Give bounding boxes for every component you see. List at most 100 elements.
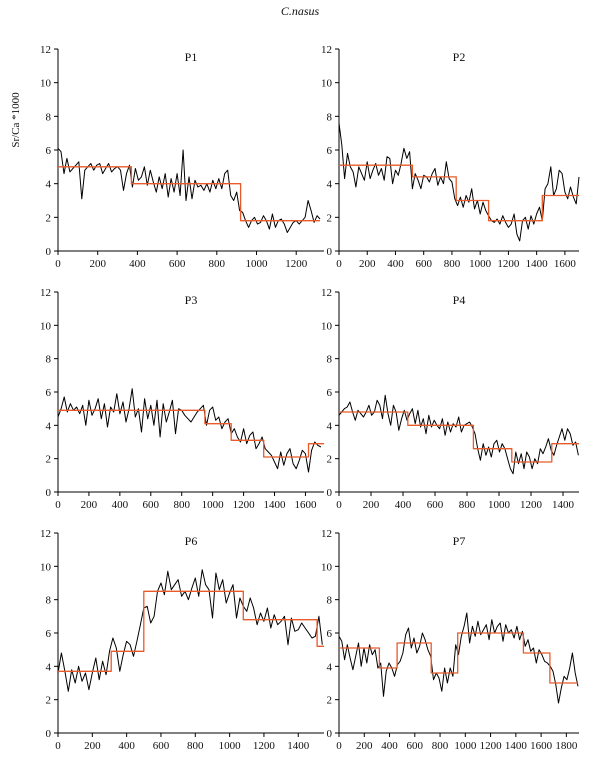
panel-p4-x-tick-label: 1000 bbox=[488, 499, 511, 511]
panel-p7-x-tick-label: 1800 bbox=[555, 740, 578, 752]
panel-p6-y-tick-label: 0 bbox=[46, 728, 52, 740]
panel-p6-y-tick-label: 8 bbox=[46, 595, 52, 607]
panel-p3-x-tick-label: 800 bbox=[173, 499, 190, 511]
panel-p4-y-tick-label: 8 bbox=[327, 354, 333, 366]
panel-p4-segment-mean-line bbox=[339, 411, 579, 463]
panel-p2-x-tick-label: 1600 bbox=[554, 258, 577, 270]
panel-p7-title: P7 bbox=[453, 534, 466, 548]
panel-p6-x-tick-label: 600 bbox=[153, 740, 170, 752]
panel-p1-x-tick-label: 1000 bbox=[246, 258, 269, 270]
panel-p6-measured-line bbox=[57, 569, 323, 692]
panel-p1-x-tick-label: 400 bbox=[129, 258, 146, 270]
panel-p6-y-tick-label: 6 bbox=[46, 628, 52, 640]
panel-p6-x-tick-label: 400 bbox=[118, 740, 135, 752]
panel-p7-x-tick-label: 1200 bbox=[480, 740, 503, 752]
panel-p6-x-tick-label: 0 bbox=[55, 740, 61, 752]
panel-p4-measured-line bbox=[338, 394, 579, 475]
panel-p4-x-tick-label: 600 bbox=[427, 499, 444, 511]
panel-p2-y-tick-label: 10 bbox=[321, 78, 333, 90]
panel-p2-y-tick-label: 12 bbox=[321, 44, 332, 56]
panel-p7-segment-mean-line bbox=[339, 632, 578, 684]
panel-p4-y-tick-label: 12 bbox=[321, 287, 332, 299]
panel-p7-x-tick-label: 800 bbox=[432, 740, 449, 752]
panel-p3-y-tick-label: 10 bbox=[40, 320, 52, 332]
figure-title: C.nasus bbox=[280, 4, 320, 18]
panel-p1-x-tick-label: 600 bbox=[169, 258, 186, 270]
panel-p2-y-tick-label: 4 bbox=[327, 179, 333, 191]
panel-p4-x-tick-label: 1400 bbox=[552, 499, 575, 511]
panel-p7-x-tick-label: 0 bbox=[336, 740, 342, 752]
panel-p2-x-tick-label: 600 bbox=[415, 258, 432, 270]
panel-p3-x-tick-label: 1200 bbox=[233, 499, 256, 511]
panel-p7-x-tick-label: 1600 bbox=[530, 740, 553, 752]
panel-p3-measured-line bbox=[57, 388, 322, 473]
panel-p3-y-tick-label: 6 bbox=[46, 387, 52, 399]
panel-p1-y-tick-label: 4 bbox=[46, 179, 52, 191]
panel-p3-y-tick-label: 2 bbox=[46, 454, 52, 466]
panel-p4-y-tick-label: 6 bbox=[327, 387, 333, 399]
panel-p1-y-tick-label: 2 bbox=[46, 212, 52, 224]
panel-p4-x-tick-label: 0 bbox=[336, 499, 342, 511]
panel-p1-x-tick-label: 800 bbox=[209, 258, 226, 270]
panel-p7-measured-line bbox=[338, 612, 579, 704]
panel-p2-title: P2 bbox=[453, 50, 466, 64]
panel-p3-y-tick-label: 4 bbox=[46, 420, 52, 432]
panel-p7-x-tick-label: 200 bbox=[356, 740, 373, 752]
panel-p6-x-tick-label: 1000 bbox=[219, 740, 242, 752]
panel-p2-y-tick-label: 0 bbox=[327, 246, 333, 258]
panel-p2-x-tick-label: 200 bbox=[359, 258, 376, 270]
panel-p1-y-tick-label: 6 bbox=[46, 145, 52, 157]
panel-p3-title: P3 bbox=[185, 293, 198, 307]
panel-p4-y-tick-label: 0 bbox=[327, 487, 333, 499]
panel-p4-x-tick-label: 400 bbox=[395, 499, 412, 511]
panel-p1-y-tick-label: 12 bbox=[40, 44, 51, 56]
panel-p6-title: P6 bbox=[185, 534, 198, 548]
panel-p4-x-tick-label: 1200 bbox=[520, 499, 543, 511]
panel-p3-y-tick-label: 8 bbox=[46, 354, 52, 366]
panel-p2-x-tick-label: 1000 bbox=[469, 258, 492, 270]
panel-p6-x-tick-label: 200 bbox=[84, 740, 101, 752]
panel-p3-y-tick-label: 12 bbox=[40, 287, 51, 299]
panel-p1-y-tick-label: 8 bbox=[46, 111, 52, 123]
panel-p3-x-tick-label: 200 bbox=[81, 499, 98, 511]
panel-p6-y-tick-label: 12 bbox=[40, 528, 51, 540]
panel-p4-y-tick-label: 10 bbox=[321, 320, 333, 332]
panel-p1-measured-line bbox=[57, 147, 321, 233]
panel-p6-x-tick-label: 1400 bbox=[287, 740, 310, 752]
panel-p1-y-tick-label: 0 bbox=[46, 246, 52, 258]
panel-p7-y-tick-label: 4 bbox=[327, 661, 333, 673]
panel-p7-y-tick-label: 8 bbox=[327, 595, 333, 607]
panel-p2-x-tick-label: 0 bbox=[336, 258, 342, 270]
panel-p6-y-tick-label: 10 bbox=[40, 561, 52, 573]
panel-p1-y-tick-label: 10 bbox=[40, 78, 52, 90]
panel-p7-x-tick-label: 1000 bbox=[454, 740, 477, 752]
panel-p7-x-tick-label: 1400 bbox=[505, 740, 528, 752]
panel-p4-title: P4 bbox=[453, 293, 466, 307]
panel-p1-x-tick-label: 200 bbox=[89, 258, 106, 270]
panel-p2-x-tick-label: 1400 bbox=[526, 258, 549, 270]
panel-p6-segment-mean-line bbox=[58, 590, 324, 672]
panel-p2-segment-mean-line bbox=[339, 164, 579, 222]
panel-p7-y-tick-label: 6 bbox=[327, 628, 333, 640]
panel-p2-y-tick-label: 8 bbox=[327, 111, 333, 123]
panel-p3-x-tick-label: 1400 bbox=[264, 499, 287, 511]
panel-p1-title: P1 bbox=[185, 50, 198, 64]
panel-p7-y-tick-label: 12 bbox=[321, 528, 332, 540]
panel-p4-y-tick-label: 4 bbox=[327, 420, 333, 432]
panel-p3-segment-mean-line bbox=[58, 409, 324, 458]
panel-p3-x-tick-label: 400 bbox=[112, 499, 129, 511]
panel-p4-x-tick-label: 800 bbox=[459, 499, 476, 511]
panel-p3-x-tick-label: 0 bbox=[55, 499, 61, 511]
panel-p7-y-tick-label: 10 bbox=[321, 561, 333, 573]
panel-p3-x-tick-label: 1000 bbox=[202, 499, 225, 511]
panel-p7-y-tick-label: 0 bbox=[327, 728, 333, 740]
panel-p1-x-tick-label: 1200 bbox=[285, 258, 308, 270]
panel-p2-x-tick-label: 400 bbox=[387, 258, 404, 270]
panel-p1-x-tick-label: 0 bbox=[55, 258, 61, 270]
panel-p7-y-tick-label: 2 bbox=[327, 695, 333, 707]
panel-p6-x-tick-label: 800 bbox=[187, 740, 204, 752]
panel-p2-y-tick-label: 6 bbox=[327, 145, 333, 157]
panel-p6-x-tick-label: 1200 bbox=[253, 740, 276, 752]
panel-p3-x-tick-label: 600 bbox=[143, 499, 160, 511]
